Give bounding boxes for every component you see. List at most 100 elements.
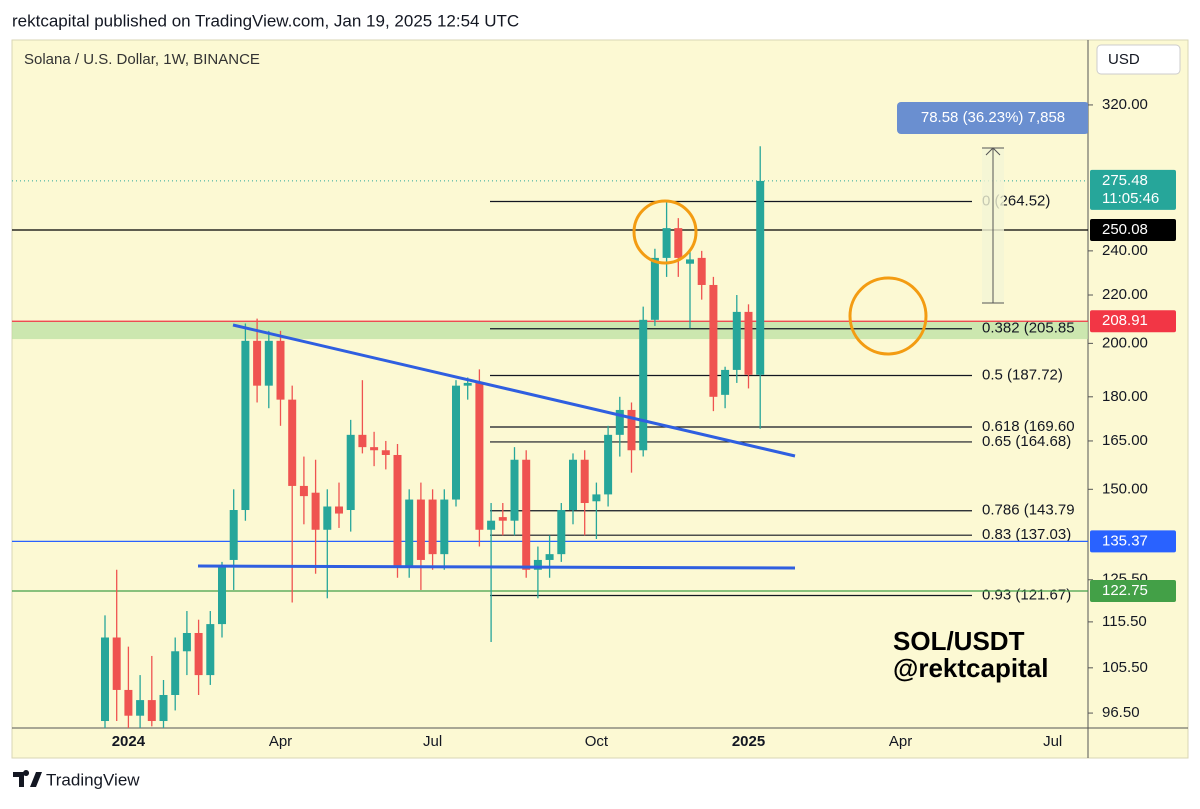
candle-body [393,454,402,566]
candle-body [498,517,507,521]
candle-body [580,459,589,504]
candle-body [112,637,121,690]
candle-body [381,450,390,455]
y-tick-label: 105.50 [1102,659,1148,676]
currency-box[interactable] [1096,44,1181,75]
x-tick-label: Apr [889,733,912,750]
fib-label: 0.618 (169.60 [982,418,1075,435]
candle-body [732,311,741,370]
candle-body [650,257,659,320]
candle-body [136,700,145,716]
price-label-box [1090,530,1176,553]
candle-body [335,506,343,514]
currency: USD [1108,51,1140,68]
candle-body [288,399,297,486]
candle-body [323,506,332,530]
fib-label: 0.5 (187.72) [982,366,1063,383]
y-tick-label: 240.00 [1102,242,1148,259]
fib-label: 0.83 (137.03) [982,526,1071,543]
candle-body [264,340,273,386]
candle-body [709,284,718,397]
candle-body [475,382,484,530]
price-label-box [1090,310,1176,333]
candle-body [463,382,472,386]
candle-body [686,259,694,264]
candle-body [744,311,753,375]
candle-body [218,565,226,625]
candle-body [229,510,238,560]
price-label: 135.37 [1102,532,1148,549]
watermark: SOL/USDT [893,626,1025,656]
trendline [232,323,796,458]
candle-body [569,459,577,511]
plot-area: 0 (264.52)0.382 (205.850.5 (187.72)0.618… [12,146,1088,728]
candle-body [194,632,203,676]
y-tick-label: 96.50 [1102,704,1140,721]
y-tick-label: 220.00 [1102,286,1148,303]
candle-body [428,499,437,555]
y-tick-label: 150.00 [1102,480,1148,497]
candle-body [440,499,449,555]
candle-body [639,319,648,451]
candle-body [533,559,542,570]
candle-body [147,700,156,722]
price-label-box [1090,169,1176,210]
candle-body [171,651,180,695]
price-label: 208.91 [1102,312,1148,329]
candle-body [206,624,215,676]
candle-body [405,499,414,566]
candle-body [370,447,379,451]
candle-body [487,520,496,530]
candle-body [674,228,683,258]
candle-body [346,434,355,511]
candle-body [452,385,460,500]
x-tick-label: Jul [423,733,442,750]
candle-body [545,554,554,560]
trendline [197,564,796,570]
candle-body [276,340,285,400]
candle-body [557,510,566,555]
candle-body [627,409,636,451]
candle-body [253,340,262,386]
footer-logo: TradingView [13,770,140,789]
footer: TradingView [46,770,140,789]
candle-body [615,409,624,435]
drawings: 78.58 (36.23%) 7,858 SOL/USDT @rektcapit… [197,102,1088,683]
header: rektcapital published on TradingView.com… [12,11,519,30]
x-tick-label: Apr [269,733,292,750]
y-tick-label: 200.00 [1102,334,1148,351]
price-label: 122.75 [1102,582,1148,599]
y-tick-label: 180.00 [1102,388,1148,405]
candle-body [697,257,706,285]
x-tick-label: Jul [1043,733,1062,750]
price-label: 250.08 [1102,221,1148,238]
candle-body [721,369,730,395]
x-tick-label: 2024 [112,733,146,750]
measure-label: 78.58 (36.23%) 7,858 [921,109,1065,126]
candle-body [662,228,671,258]
fib-label: 0.93 (121.67) [982,586,1071,603]
candle-body [182,632,191,652]
x-tick-label: Oct [585,733,609,750]
candle-body [241,340,250,511]
price-label-box [1090,580,1176,603]
candle-body [522,459,531,570]
y-tick-label: 165.00 [1102,432,1148,449]
watermark: @rektcapital [893,653,1048,683]
fib-label: 0.65 (164.68) [982,433,1071,450]
candle-body [756,180,765,375]
candle-body [416,499,425,560]
logo-icon [13,770,42,787]
x-tick-label: 2025 [732,733,765,750]
candle-body [101,637,109,722]
y-tick-label: 115.50 [1102,613,1147,630]
fib-label: 0.786 (143.79 [982,502,1075,519]
fib-label: 0.382 (205.85 [982,320,1075,337]
price-label-box [1090,219,1176,242]
chart-title: Solana / U.S. Dollar, 1W, BINANCE [24,51,260,68]
candle-body [358,434,367,448]
candle-body [299,485,308,497]
highlight-circle [632,199,698,265]
price-label: 275.48 [1102,172,1148,189]
